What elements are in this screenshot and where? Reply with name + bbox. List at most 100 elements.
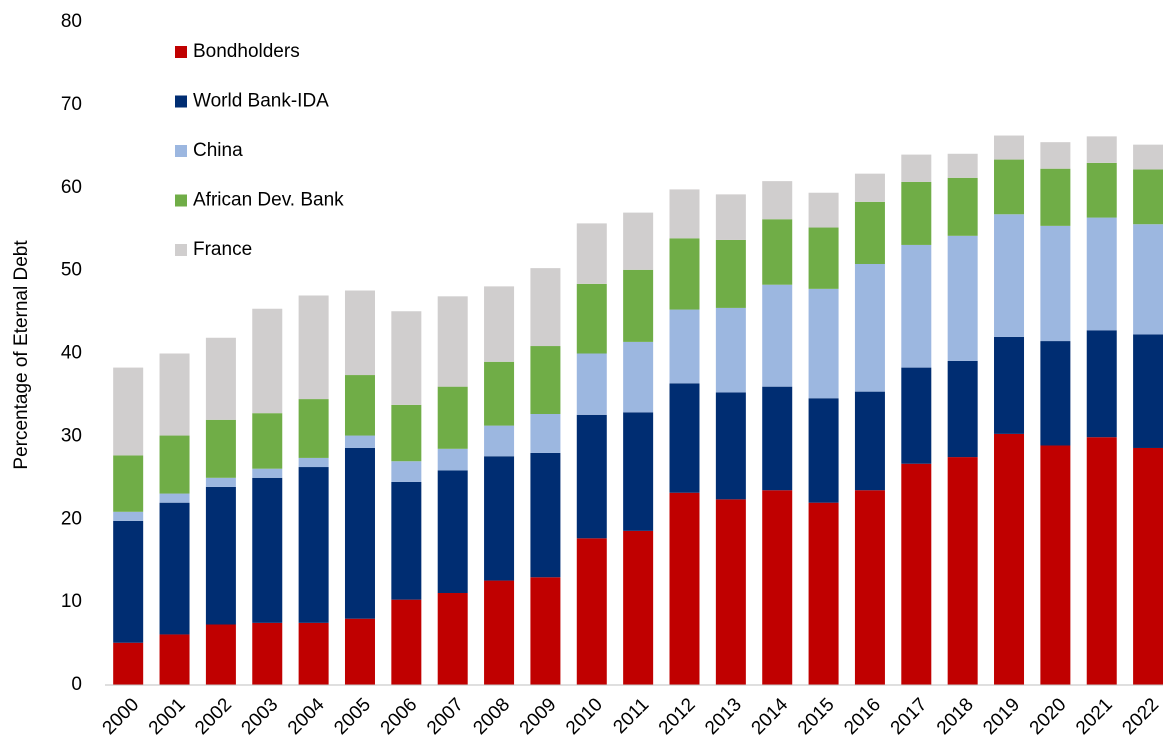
bar-segment: [994, 336, 1025, 434]
bar-segment: [344, 435, 375, 448]
bar-segment: [762, 490, 793, 685]
bar-segment: [113, 520, 144, 643]
bar-segment: [391, 311, 422, 405]
bar-segment: [901, 367, 932, 464]
bar-segment: [576, 353, 607, 415]
bar-segment: [808, 227, 839, 289]
x-tick-label: 2017: [887, 694, 932, 739]
bar-segment: [113, 367, 144, 456]
bar-segment: [252, 468, 283, 478]
x-tick-label: 2020: [1026, 694, 1071, 739]
bar-segment: [437, 593, 468, 685]
bar-segment: [484, 456, 515, 581]
bar-segment: [113, 455, 144, 512]
legend-swatch: [175, 46, 187, 58]
bar-segment: [715, 239, 746, 308]
legend-swatch: [175, 194, 187, 207]
bar-segment: [623, 212, 654, 270]
bar-segment: [159, 493, 190, 503]
x-tick-label: 2015: [794, 694, 839, 739]
x-tick-label: 2018: [933, 694, 978, 739]
legend-label: African Dev. Bank: [193, 190, 344, 211]
x-tick-label: 2003: [238, 694, 283, 739]
bar-segment: [344, 290, 375, 376]
bar-segment: [808, 502, 839, 685]
legend-label: France: [193, 239, 252, 260]
x-tick-label: 2007: [423, 694, 468, 739]
bar-segment: [669, 383, 700, 493]
bar-segment: [576, 538, 607, 685]
bar-segment: [623, 530, 654, 685]
bar-segment: [901, 244, 932, 368]
bar-segment: [1086, 217, 1117, 331]
bar-segment: [808, 288, 839, 399]
y-tick-label: 80: [61, 11, 82, 32]
x-tick-label: 2010: [562, 694, 607, 739]
x-tick-label: 2022: [1118, 694, 1163, 739]
x-tick-label: 2004: [284, 694, 329, 739]
bar-segment: [715, 307, 746, 393]
bar-segment: [437, 386, 468, 449]
y-tick-label: 50: [61, 260, 82, 281]
bar-segment: [854, 173, 885, 202]
bar-segment: [854, 201, 885, 264]
bar-segment: [298, 295, 329, 400]
bar-segment: [947, 235, 978, 361]
bar-segment: [947, 153, 978, 178]
bar-segment: [159, 634, 190, 685]
bar-segment: [994, 433, 1025, 685]
bar-segment: [1040, 225, 1071, 342]
bar-segment: [1133, 447, 1163, 685]
x-tick-label: 2012: [655, 694, 700, 739]
bar-segment: [576, 414, 607, 539]
x-tick-label: 2009: [516, 694, 561, 739]
bar-segment: [623, 412, 654, 531]
bar-segment: [901, 181, 932, 245]
bar-segment: [252, 413, 283, 469]
y-tick-label: 40: [61, 343, 82, 364]
bar-segment: [808, 398, 839, 503]
bar-segment: [159, 435, 190, 494]
bar-segment: [159, 502, 190, 635]
bar-segment: [669, 238, 700, 310]
y-tick-label: 10: [61, 591, 82, 612]
bar-segment: [715, 392, 746, 500]
x-tick-label: 2001: [145, 694, 190, 739]
y-tick-label: 30: [61, 425, 82, 446]
x-tick-label: 2021: [1072, 694, 1117, 739]
bar-segment: [994, 214, 1025, 337]
bar-segment: [1086, 437, 1117, 685]
bar-segment: [947, 360, 978, 458]
bar-segment: [1040, 168, 1071, 226]
bar-segment: [1133, 144, 1163, 170]
x-tick-label: 2002: [191, 694, 236, 739]
bar-segment: [669, 189, 700, 239]
bar-segment: [1133, 169, 1163, 225]
bar-segment: [205, 337, 236, 420]
bar-segment: [854, 391, 885, 491]
bar-segment: [715, 499, 746, 685]
bar-segment: [1086, 330, 1117, 438]
x-tick-label: 2008: [469, 694, 514, 739]
bar-segment: [623, 341, 654, 413]
bar-segment: [344, 618, 375, 685]
bar-segment: [484, 580, 515, 685]
y-tick-label: 60: [61, 177, 82, 198]
bar-segment: [1133, 224, 1163, 335]
bar-segment: [113, 642, 144, 685]
bar-segment: [530, 452, 561, 578]
bar-segment: [391, 404, 422, 462]
bar-segment: [669, 492, 700, 685]
legend-swatch: [175, 145, 187, 157]
x-tick-label: 2014: [748, 694, 793, 739]
bar-segment: [530, 577, 561, 685]
bar-segment: [854, 490, 885, 685]
bar-segment: [1133, 334, 1163, 448]
bar-segment: [530, 413, 561, 453]
x-tick-label: 2019: [979, 694, 1024, 739]
bar-segment: [762, 386, 793, 491]
bar-segment: [854, 263, 885, 392]
bar-segment: [530, 346, 561, 414]
bar-segment: [113, 511, 144, 521]
